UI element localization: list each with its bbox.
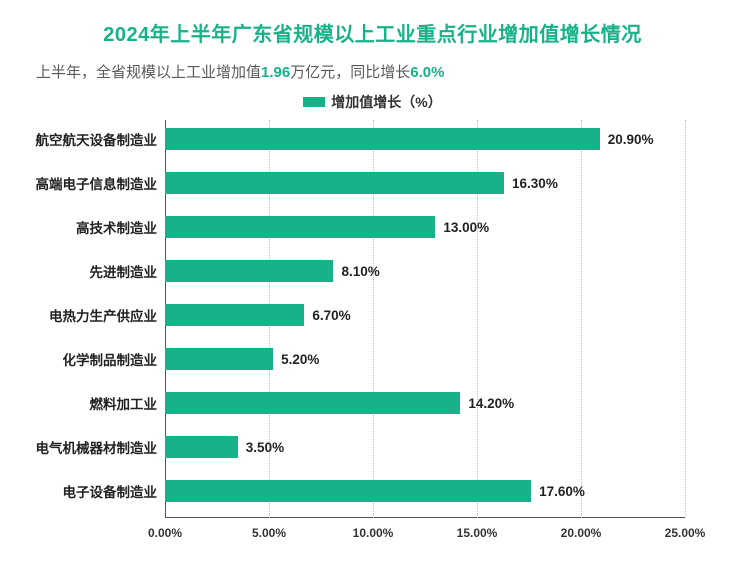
legend-label: 增加值增长（%） xyxy=(331,94,441,110)
x-tick-label: 10.00% xyxy=(353,526,394,540)
bar xyxy=(165,436,238,458)
bar-value-label: 20.90% xyxy=(600,128,654,150)
category-label: 电子设备制造业 xyxy=(30,480,165,502)
grid-line xyxy=(685,120,686,518)
x-axis xyxy=(165,517,685,518)
chart-title: 2024年上半年广东省规模以上工业重点行业增加值增长情况 xyxy=(30,18,715,47)
bar-value-label: 14.20% xyxy=(460,392,514,414)
bar-row: 高技术制造业13.00% xyxy=(165,216,685,238)
category-label: 燃料加工业 xyxy=(30,392,165,414)
x-tick-label: 0.00% xyxy=(148,526,182,540)
bar-value-label: 6.70% xyxy=(304,304,350,326)
bar-value-label: 8.10% xyxy=(333,260,379,282)
chart-subtitle: 上半年，全省规模以上工业增加值1.96万亿元，同比增长6.0% xyxy=(36,61,715,82)
bar-row: 先进制造业8.10% xyxy=(165,260,685,282)
subtitle-value-1: 1.96 xyxy=(261,64,290,81)
bar-value-label: 13.00% xyxy=(435,216,489,238)
bar xyxy=(165,304,304,326)
category-label: 先进制造业 xyxy=(30,260,165,282)
x-tick-label: 5.00% xyxy=(252,526,286,540)
bar-value-label: 3.50% xyxy=(238,436,284,458)
category-label: 电热力生产供应业 xyxy=(30,304,165,326)
bar xyxy=(165,348,273,370)
category-label: 航空航天设备制造业 xyxy=(30,128,165,150)
legend: 增加值增长（%） xyxy=(30,92,715,112)
category-label: 电气机械器材制造业 xyxy=(30,436,165,458)
category-label: 高技术制造业 xyxy=(30,216,165,238)
bar-row: 化学制品制造业5.20% xyxy=(165,348,685,370)
bar-value-label: 16.30% xyxy=(504,172,558,194)
chart-container: 2024年上半年广东省规模以上工业重点行业增加值增长情况 上半年，全省规模以上工… xyxy=(0,0,745,586)
subtitle-unit-1: 万亿元，同比增长 xyxy=(290,64,410,81)
bar xyxy=(165,216,435,238)
bar-row: 电气机械器材制造业3.50% xyxy=(165,436,685,458)
bar-value-label: 17.60% xyxy=(531,480,585,502)
x-tick-label: 20.00% xyxy=(561,526,602,540)
bar xyxy=(165,128,600,150)
bar xyxy=(165,480,531,502)
bar xyxy=(165,392,460,414)
bar-row: 高端电子信息制造业16.30% xyxy=(165,172,685,194)
bar-row: 电子设备制造业17.60% xyxy=(165,480,685,502)
subtitle-value-2: 6.0% xyxy=(410,64,444,81)
bar-row: 电热力生产供应业6.70% xyxy=(165,304,685,326)
bar xyxy=(165,172,504,194)
legend-swatch xyxy=(303,97,325,107)
category-label: 化学制品制造业 xyxy=(30,348,165,370)
bar-row: 航空航天设备制造业20.90% xyxy=(165,128,685,150)
bar-value-label: 5.20% xyxy=(273,348,319,370)
category-label: 高端电子信息制造业 xyxy=(30,172,165,194)
x-tick-label: 15.00% xyxy=(457,526,498,540)
plot-area: 0.00%5.00%10.00%15.00%20.00%25.00%航空航天设备… xyxy=(165,120,685,540)
subtitle-prefix: 上半年，全省规模以上工业增加值 xyxy=(36,64,261,81)
bar-row: 燃料加工业14.20% xyxy=(165,392,685,414)
bar xyxy=(165,260,333,282)
x-tick-label: 25.00% xyxy=(665,526,706,540)
